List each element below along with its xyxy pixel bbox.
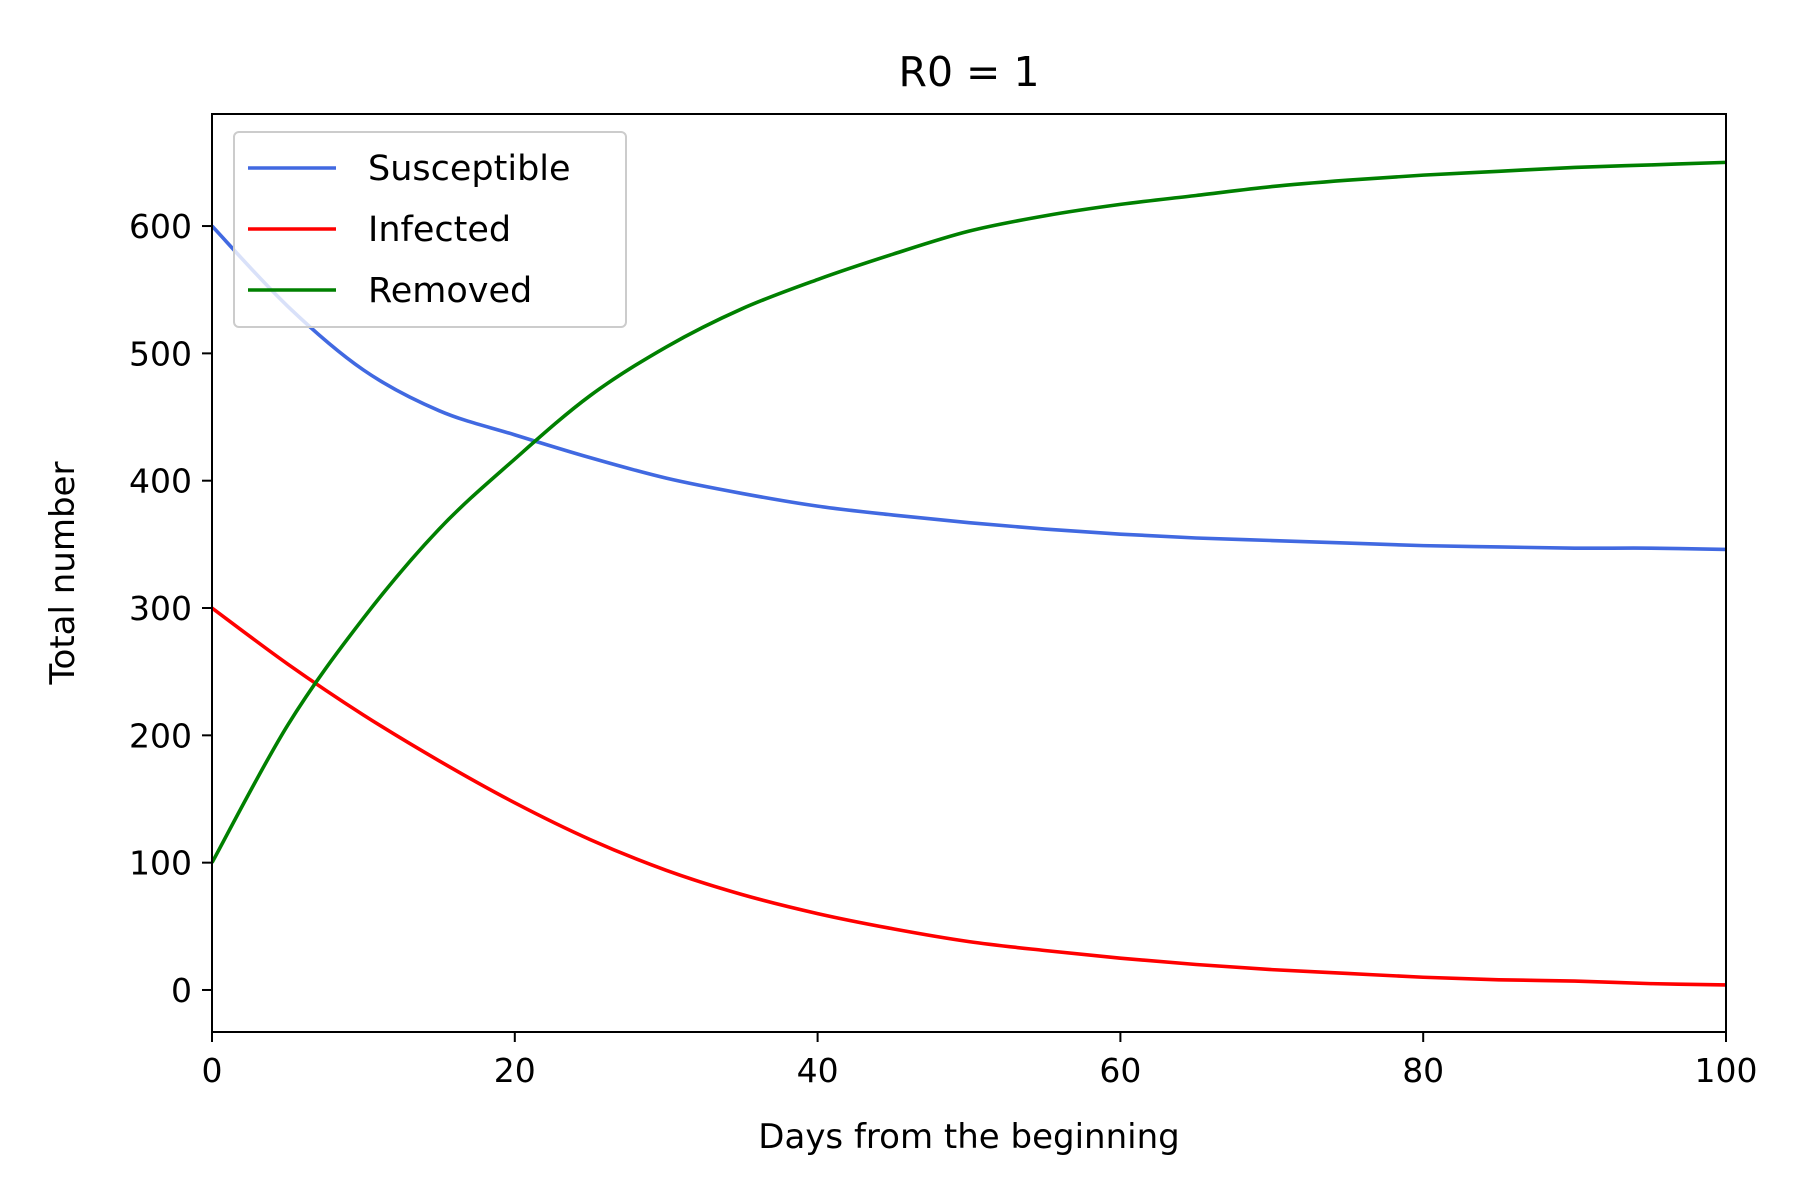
y-tick-label: 100 xyxy=(129,844,192,883)
x-axis: 0 20 40 60 80 100 xyxy=(202,1032,1758,1090)
y-tick-label: 0 xyxy=(171,971,192,1010)
series-layer xyxy=(212,160,1726,987)
legend: Susceptible Infected Removed xyxy=(233,131,627,328)
y-tick-label: 300 xyxy=(129,589,192,628)
legend-label-removed: Removed xyxy=(368,271,532,311)
x-tick-label: 100 xyxy=(1695,1051,1758,1090)
x-tick-label: 0 xyxy=(202,1051,223,1090)
series-line-susceptible xyxy=(212,224,1726,552)
x-axis-label: Days from the beginning xyxy=(758,1117,1179,1157)
y-tick-label: 600 xyxy=(129,207,192,246)
legend-label-infected: Infected xyxy=(368,210,511,250)
axes-frame xyxy=(211,113,1727,1033)
x-tick-label: 40 xyxy=(797,1051,839,1090)
y-tick-label: 200 xyxy=(129,716,192,755)
legend-box xyxy=(233,131,627,328)
x-tick-label: 80 xyxy=(1402,1051,1444,1090)
chart-title: R0 = 1 xyxy=(898,48,1039,96)
y-axis-label: Total number xyxy=(43,462,83,686)
y-tick-label: 400 xyxy=(129,462,192,501)
x-tick-label: 20 xyxy=(494,1051,536,1090)
x-tick-label: 60 xyxy=(1099,1051,1141,1090)
plot-area xyxy=(211,113,1727,1033)
series-line-infected xyxy=(212,606,1726,987)
y-tick-label: 500 xyxy=(129,334,192,373)
series-line-removed xyxy=(212,160,1726,864)
legend-label-susceptible: Susceptible xyxy=(368,149,571,189)
y-axis: 0 100 200 300 400 500 600 xyxy=(129,207,212,1010)
